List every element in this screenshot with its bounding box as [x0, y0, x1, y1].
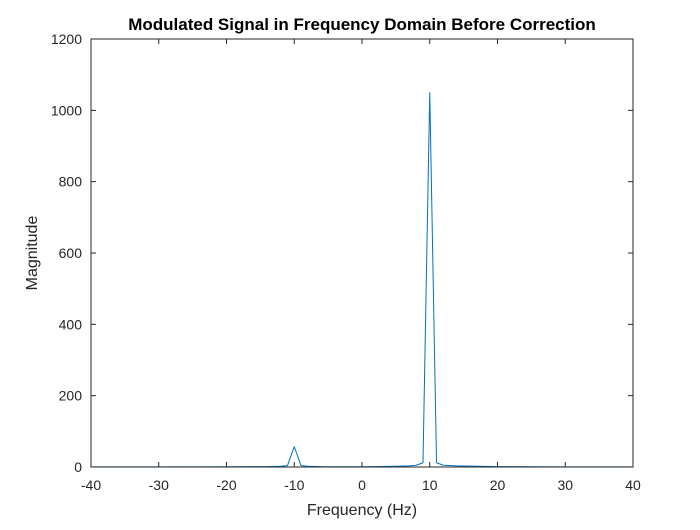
plot-area	[91, 39, 633, 467]
y-tick-label: 1200	[51, 31, 82, 47]
y-tick-label: 200	[59, 388, 83, 404]
y-tick-label: 0	[74, 459, 82, 475]
x-axis-ticks: -40 -30 -20 -10 0 10 20 30 40	[81, 39, 641, 493]
x-tick-label: 10	[422, 477, 438, 493]
axes-box	[90, 38, 634, 468]
y-tick-label: 400	[59, 316, 83, 332]
x-tick-label: 0	[358, 477, 366, 493]
y-axis-ticks: 0 200 400 600 800 1000 1200	[51, 31, 633, 475]
x-tick-label: 20	[490, 477, 506, 493]
y-tick-label: 1000	[51, 102, 82, 118]
x-tick-label: -40	[81, 477, 101, 493]
x-axis-label: Frequency (Hz)	[307, 502, 417, 519]
x-tick-label: -30	[149, 477, 169, 493]
y-axis-label: Magnitude	[24, 216, 41, 291]
x-tick-label: -10	[284, 477, 304, 493]
y-tick-label: 800	[59, 174, 83, 190]
y-tick-label: 600	[59, 245, 83, 261]
chart-title: Modulated Signal in Frequency Domain Bef…	[128, 15, 596, 34]
x-tick-label: -20	[216, 477, 236, 493]
x-tick-label: 40	[625, 477, 641, 493]
x-tick-label: 30	[557, 477, 573, 493]
